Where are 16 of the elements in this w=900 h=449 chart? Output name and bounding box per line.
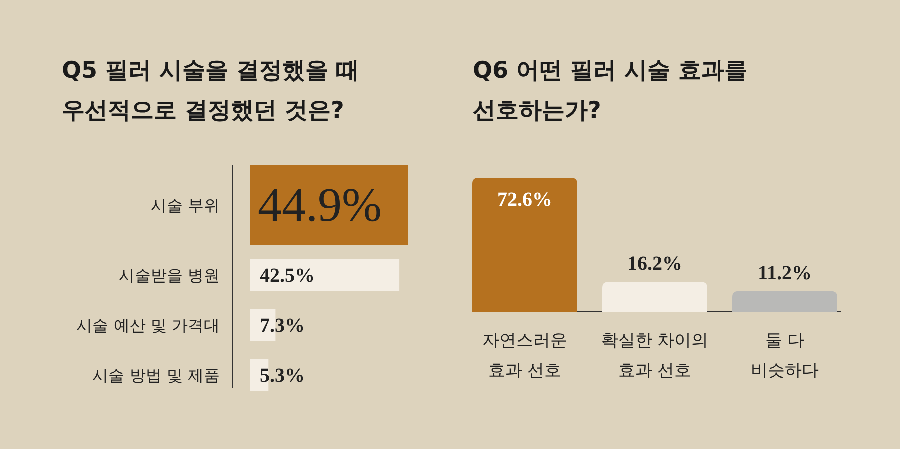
data-label: 72.6% [498, 189, 552, 211]
data-label: 42.5% [260, 265, 315, 287]
data-label: 5.3% [260, 365, 305, 387]
chart-title: Q6 어떤 필러 시술 효과를 선호하는가? [473, 58, 748, 124]
data-label: 7.3% [260, 315, 305, 337]
y-tick-label: 시술 방법 및 제품 [92, 366, 220, 385]
x-tick-label: 둘 다 비슷하다 [751, 331, 819, 381]
y-tick-label: 시술 예산 및 가격대 [76, 316, 220, 335]
x-tick-label: 확실한 차이의 효과 선호 [601, 331, 709, 381]
x-tick-label: 자연스러운 효과 선호 [482, 331, 568, 381]
data-label: 11.2% [758, 262, 812, 284]
y-tick-label: 시술 부위 [150, 196, 220, 215]
chart-title: Q5 필러 시술을 결정했을 때 우선적으로 결정했던 것은? [62, 58, 360, 124]
y-tick-label: 시술받을 병원 [118, 266, 220, 285]
data-label: 44.9% [258, 179, 382, 232]
data-label: 16.2% [628, 253, 682, 276]
